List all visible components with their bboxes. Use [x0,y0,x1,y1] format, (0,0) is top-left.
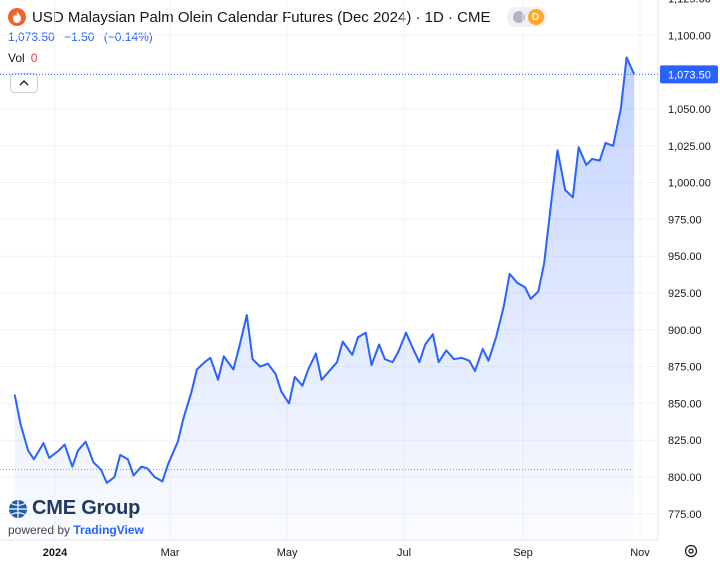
y-tick-label: 1,000.00 [668,178,711,190]
chart-header: USD Malaysian Palm Olein Calendar Future… [8,7,547,27]
last-price: 1,073.50 [8,30,55,44]
symbol-title[interactable]: USD Malaysian Palm Olein Calendar Future… [32,8,491,26]
y-tick-label: 875.00 [668,362,702,374]
powered-by[interactable]: powered by TradingView [8,523,144,537]
x-tick-label: May [277,547,298,559]
cme-globe-icon [9,499,27,518]
branding: CME Group powered by TradingView [8,497,144,537]
y-tick-label: 950.00 [668,251,702,263]
price-area-fill [14,57,635,540]
settings-button[interactable] [684,544,698,563]
y-tick-label: 900.00 [668,325,702,337]
price-change: −1.50 [64,30,95,44]
status-badges[interactable]: D [506,7,547,27]
x-tick-label: Mar [161,547,180,559]
y-tick-label: 800.00 [668,472,702,484]
y-tick-label: 1,050.00 [668,104,711,116]
x-tick-label: 2024 [43,547,68,559]
last-price-tag-label: 1,073.50 [668,69,711,81]
y-tick-label: 1,100.00 [668,30,711,42]
y-tick-label: 775.00 [668,509,702,521]
y-tick-label: 925.00 [668,288,702,300]
volume-value: 0 [30,51,38,65]
last-price-tag [660,65,718,84]
y-tick-label: 1,025.00 [668,141,711,153]
price-readout: 1,073.50 −1.50 (−0.14%) [8,30,159,44]
x-tick-label: Sep [513,547,533,559]
y-tick-label: 825.00 [668,435,702,447]
y-tick-label: 850.00 [668,398,702,410]
y-tick-label-partial: 1,125.00 [668,0,711,6]
price-change-percent: (−0.14%) [103,30,153,44]
y-tick-label: 975.00 [668,214,702,226]
delayed-badge: D [527,9,544,25]
flame-icon [8,8,26,26]
tradingview-brand: TradingView [73,523,144,537]
x-tick-label: Jul [397,547,411,559]
powered-by-prefix: powered by [8,523,71,537]
gear-icon [684,544,698,558]
volume-readout: Vol 0 [8,51,37,65]
cme-logo: CME Group [8,497,144,520]
chevron-up-icon [19,80,29,86]
collapse-legend-button[interactable] [10,73,38,93]
volume-label: Vol [8,51,25,65]
x-tick-label: Nov [630,547,650,559]
price-line[interactable] [13,56,636,484]
cme-logo-text: CME Group [32,497,141,519]
market-status-dot-icon [512,11,525,23]
